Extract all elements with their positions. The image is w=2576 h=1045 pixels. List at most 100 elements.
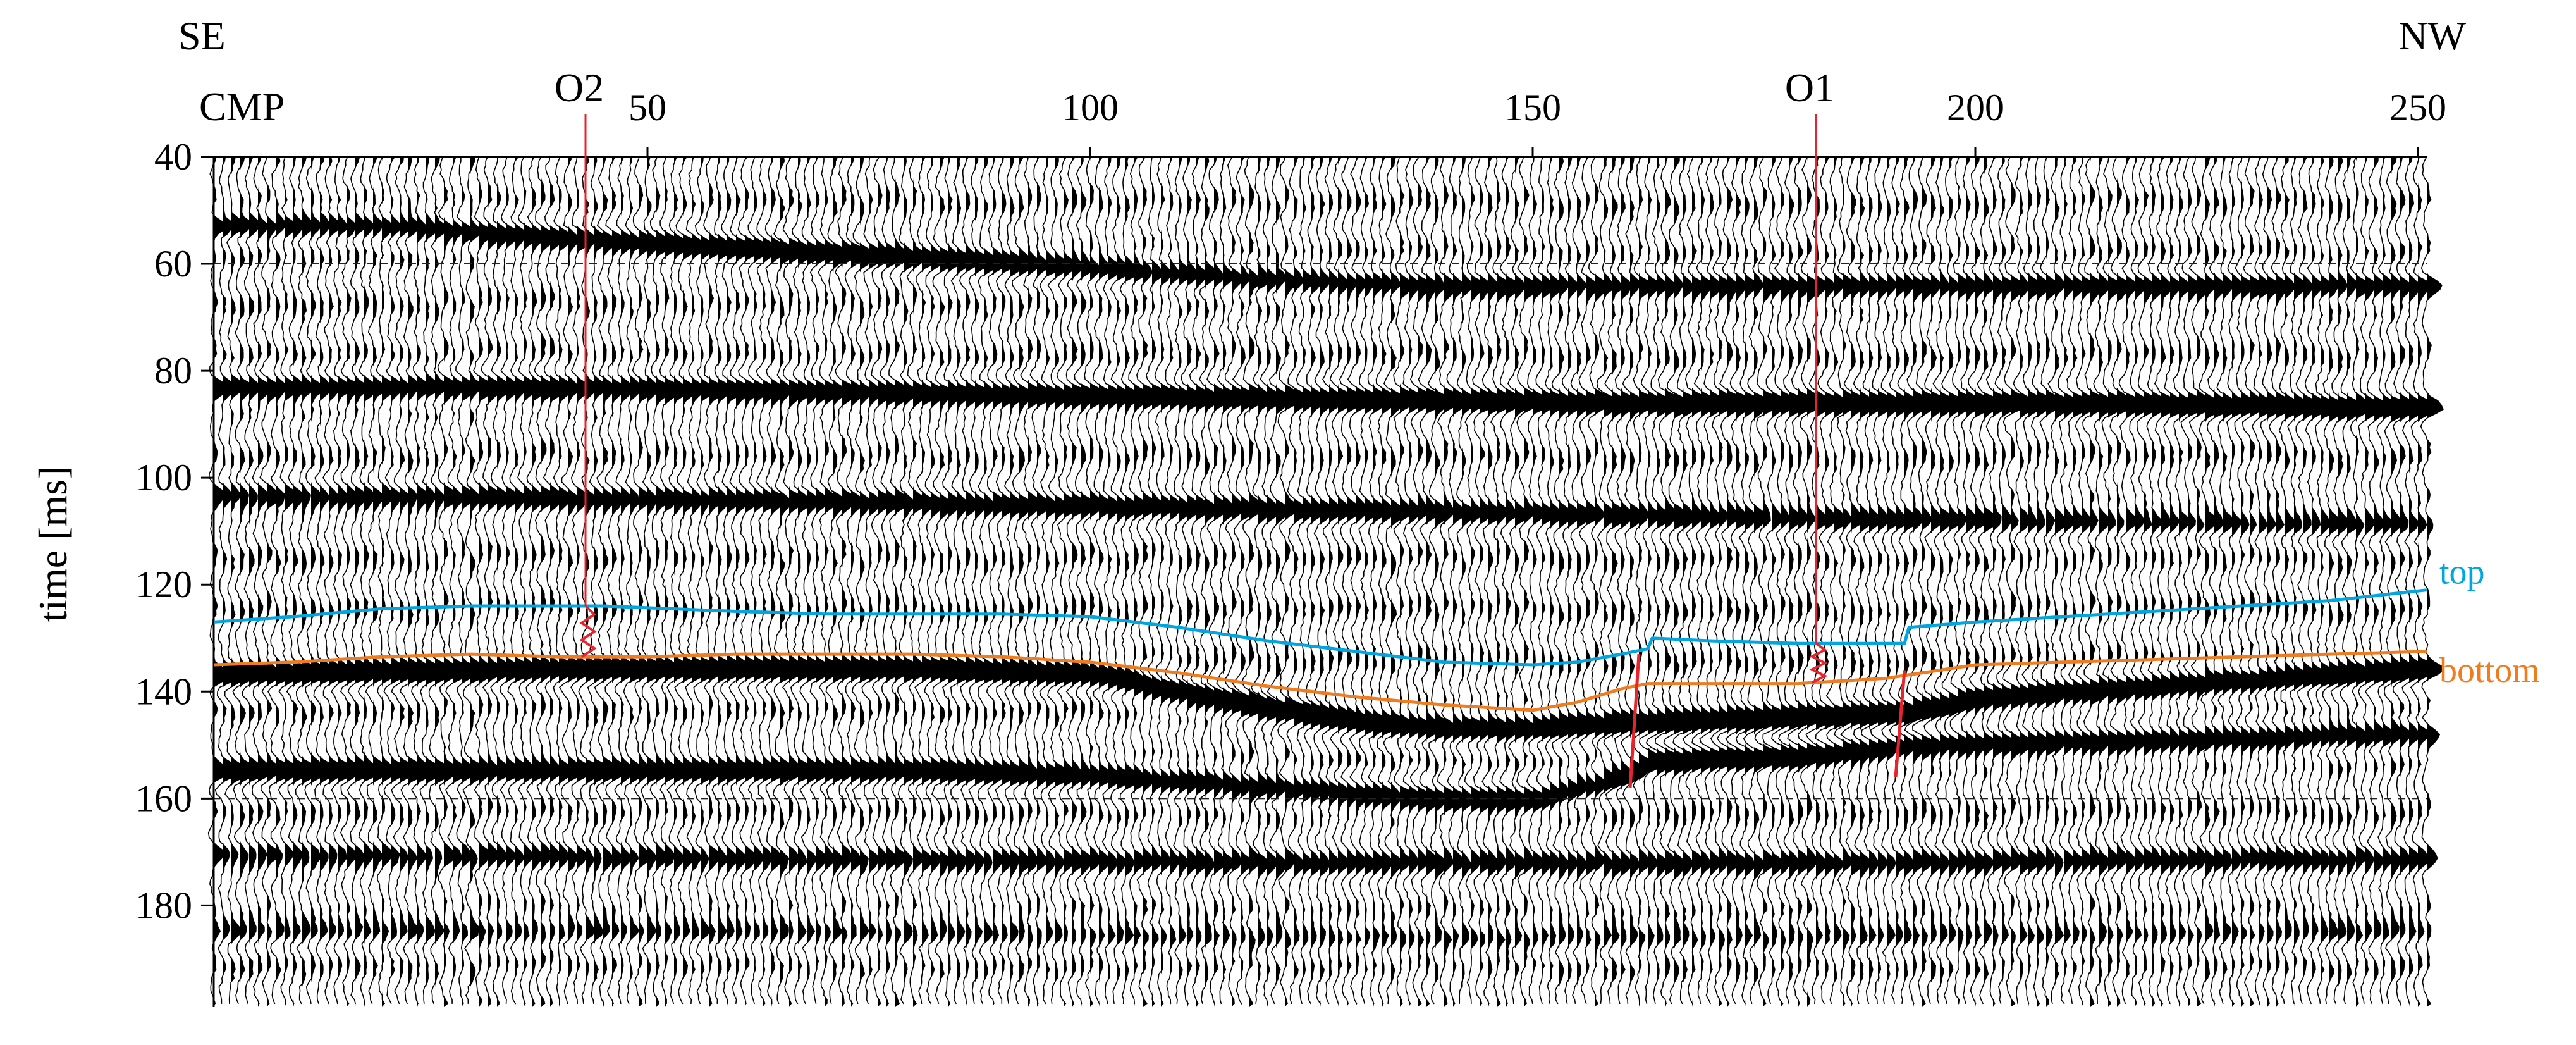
trace-fill — [1559, 157, 1578, 1007]
trace-fill — [647, 157, 668, 1007]
trace-wiggle — [376, 156, 398, 1005]
trace-fill — [1320, 157, 1342, 1007]
trace-wiggle — [399, 156, 428, 1005]
trace-wiggle — [897, 156, 924, 1005]
trace-fill — [568, 157, 589, 1007]
trace-fill — [524, 157, 541, 1007]
legend: top bottom — [2439, 553, 2540, 690]
trace-wiggle — [818, 157, 842, 1004]
trace-fill — [1719, 157, 1736, 1007]
trace-fill — [1311, 157, 1332, 1007]
trace-wiggle — [472, 156, 496, 1005]
direction-se-label: SE — [178, 13, 226, 58]
trace-wiggle — [1490, 156, 1516, 1005]
trace-fill — [1125, 157, 1143, 1007]
trace-fill — [2055, 157, 2073, 1007]
trace-wiggle — [968, 156, 995, 1005]
trace-fill — [240, 157, 259, 1007]
trace-wiggle — [825, 156, 854, 1005]
trace-wiggle — [2226, 156, 2250, 1005]
trace-wiggle — [2349, 156, 2372, 1005]
trace-fill — [276, 157, 294, 1007]
trace-fill — [833, 157, 854, 1007]
trace-fill — [718, 157, 739, 1007]
trace-fill — [1807, 157, 1826, 1007]
trace-fill — [1276, 157, 1296, 1007]
trace-wiggle — [517, 156, 541, 1005]
trace-fill — [1285, 157, 1306, 1007]
trace-wiggle — [674, 156, 704, 1005]
trace-fill — [2011, 157, 2031, 1007]
trace-fill — [541, 157, 558, 1007]
trace-wiggle — [558, 156, 590, 1005]
trace-wiggle — [1216, 156, 1242, 1005]
direction-nw-label: NW — [2398, 13, 2466, 58]
trace-fill — [1550, 157, 1568, 1007]
trace-wiggle — [659, 156, 683, 1004]
y-tick-label: 60 — [154, 243, 192, 285]
trace-fill — [1922, 157, 1943, 1007]
trace-wiggle — [747, 156, 773, 1005]
trace-fill — [674, 157, 692, 1007]
trace-wiggle — [286, 156, 310, 1005]
marker-zigzag — [1809, 642, 1828, 684]
trace-fill — [1763, 157, 1782, 1007]
trace-wiggle — [851, 156, 883, 1005]
trace-fill — [2250, 157, 2267, 1007]
trace-wiggle — [543, 156, 568, 1005]
trace-wiggle — [2340, 156, 2369, 1005]
trace-wiggle — [799, 156, 826, 1005]
trace-wiggle — [340, 156, 364, 1005]
trace-fill — [2223, 157, 2240, 1007]
horizon-lines — [213, 588, 2427, 712]
trace-fill — [709, 157, 727, 1007]
x-tick-label: 250 — [2389, 87, 2446, 128]
trace-wiggle — [2188, 156, 2214, 1005]
trace-fill — [417, 157, 436, 1007]
trace-wiggle — [623, 156, 650, 1005]
fault-line — [1628, 653, 1641, 788]
trace-fill — [940, 157, 960, 1007]
trace-wiggle — [232, 156, 260, 1005]
trace-fill — [1267, 157, 1287, 1007]
trace-fill — [2338, 157, 2358, 1007]
trace-wiggle — [2383, 156, 2413, 1005]
trace-wiggle — [455, 156, 479, 1005]
trace-fill — [444, 157, 459, 1007]
trace-wiggle — [322, 156, 347, 1005]
trace-wiggle — [534, 156, 559, 1005]
trace-fill — [1418, 157, 1437, 1007]
trace-fill — [1303, 157, 1322, 1007]
trace-fill — [1453, 157, 1471, 1007]
y-tick-label: 40 — [154, 136, 192, 178]
trace-fill — [736, 157, 755, 1007]
trace-fill — [1604, 157, 1623, 1007]
trace-wiggle — [391, 156, 419, 1005]
trace-fill — [665, 157, 682, 1007]
trace-wiggle — [773, 156, 803, 1005]
trace-wiggle — [790, 156, 817, 1005]
trace-wiggle — [2234, 156, 2258, 1005]
trace-fill — [391, 157, 408, 1007]
y-tick-label: 100 — [135, 457, 192, 498]
trace-fill — [1205, 157, 1221, 1007]
trace-fill — [355, 157, 374, 1007]
trace-fill — [842, 157, 860, 1007]
trace-wiggle — [437, 156, 460, 1005]
trace-wiggle — [2242, 156, 2268, 1005]
x-tick-label: 200 — [1947, 87, 2004, 128]
trace-wiggle — [649, 156, 674, 1005]
grid-lines — [214, 263, 2427, 800]
trace-fill — [1860, 157, 1881, 1007]
trace-wiggle — [632, 156, 655, 1005]
trace-fill — [2400, 157, 2419, 1007]
x-axis-label: CMP — [199, 84, 285, 129]
trace-fill — [559, 157, 577, 1007]
trace-fill — [2418, 157, 2436, 1007]
trace-wiggle — [313, 156, 340, 1005]
trace-fill — [2347, 157, 2367, 1007]
trace-wiggle — [347, 156, 374, 1005]
horizon-top-line — [213, 588, 2427, 667]
trace-fill — [320, 157, 339, 1007]
